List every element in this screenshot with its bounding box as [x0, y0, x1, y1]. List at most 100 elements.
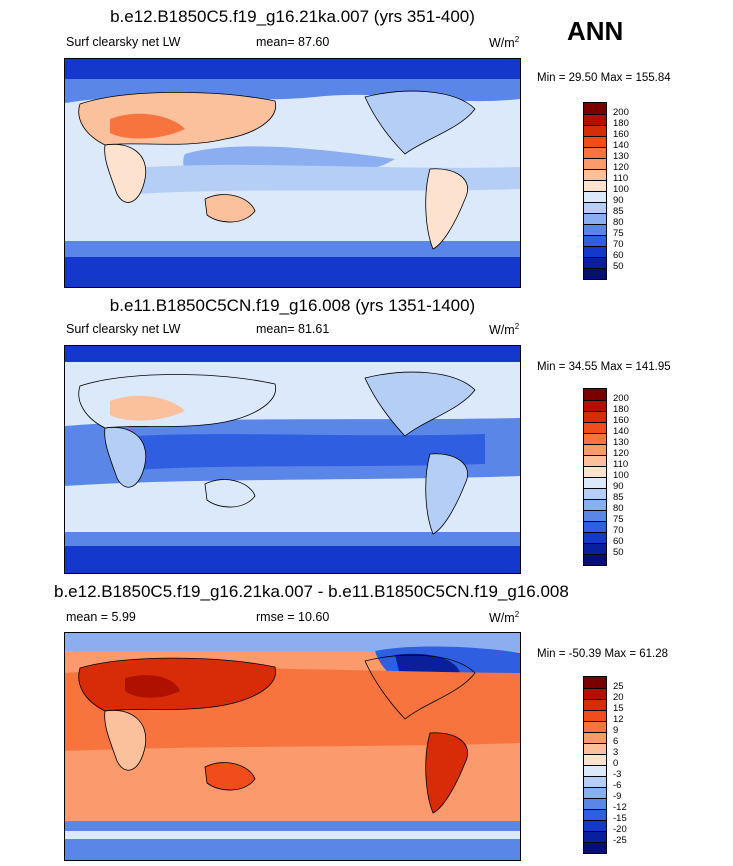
p2-sahara-warm: [110, 395, 185, 421]
p2-north-america-land: [365, 372, 475, 436]
colorbar-tick-label: 130: [613, 151, 629, 162]
colorbar-tick-label: 180: [613, 404, 629, 415]
colorbar-tick-label: 70: [613, 239, 624, 250]
colorbar-swatch: [584, 103, 606, 114]
colorbar-tick-label: 160: [613, 129, 629, 140]
colorbar-swatch: [584, 433, 606, 444]
colorbar-swatch: [584, 521, 606, 532]
colorbar-tick-label: 100: [613, 184, 629, 195]
colorbar-swatch: [584, 677, 606, 688]
colorbar-swatch: [584, 776, 606, 787]
panel-1-units-base: W/m: [489, 36, 515, 51]
colorbar-swatch: [584, 147, 606, 158]
colorbar-swatch: [584, 169, 606, 180]
colorbar-swatch: [584, 831, 606, 842]
colorbar-swatch: [584, 510, 606, 521]
panel-2-title: b.e11.B1850C5CN.f19_g16.008 (yrs 1351-14…: [109, 296, 476, 315]
colorbar-tick-label: -9: [613, 791, 622, 802]
p2-coastlines: [78, 371, 476, 535]
p1-south-polar-band: [65, 255, 520, 287]
colorbar-swatch: [584, 191, 606, 202]
p3-australia-land: [205, 762, 255, 791]
p2-south-ocean-band: [65, 532, 520, 546]
p1-north-polar-band: [65, 59, 520, 79]
panel-1-map-svg: [65, 59, 520, 287]
colorbar-tick-label: 75: [613, 228, 624, 239]
colorbar-swatch: [584, 246, 606, 257]
p3-south-america-land: [425, 732, 468, 813]
p2-tropical-core: [135, 434, 485, 470]
colorbar-tick-label: 25: [613, 681, 624, 692]
colorbar-swatch: [584, 688, 606, 699]
colorbar-swatch: [584, 125, 606, 136]
panel-3-units: W/m2: [489, 610, 519, 625]
colorbar-swatch: [584, 798, 606, 809]
panel-3-units-exp: 2: [514, 610, 520, 619]
panel-1-title: b.e12.B1850C5.f19_g16.21ka.007 (yrs 351-…: [110, 7, 475, 26]
colorbar-swatch: [584, 180, 606, 191]
colorbar-swatch: [584, 455, 606, 466]
colorbar-tick-label: 85: [613, 492, 624, 503]
colorbar-swatch: [584, 710, 606, 721]
panel-2-variable: Surf clearsky net LW: [66, 322, 181, 336]
colorbar-swatch: [584, 158, 606, 169]
p3-south-polar-band: [65, 821, 520, 860]
colorbar-tick-label: -3: [613, 769, 622, 780]
colorbar-swatch: [584, 202, 606, 213]
colorbar-swatch: [584, 488, 606, 499]
panel-2-units: W/m2: [489, 322, 519, 337]
colorbar-swatch: [584, 400, 606, 411]
panel-1-colorbar: [583, 102, 607, 280]
p3-africa-land: [104, 710, 146, 771]
p3-eurasia-land: [78, 658, 276, 711]
colorbar-tick-label: 50: [613, 547, 624, 558]
colorbar-swatch: [584, 765, 606, 776]
colorbar-tick-label: 120: [613, 162, 629, 173]
colorbar-swatch: [584, 268, 606, 279]
colorbar-swatch: [584, 543, 606, 554]
p1-coastlines: [78, 90, 476, 250]
colorbar-tick-label: 15: [613, 703, 624, 714]
panel-2-minmax: Min = 34.55 Max = 141.95: [537, 361, 671, 373]
colorbar-tick-label: -6: [613, 780, 622, 791]
p1-australia-land: [205, 194, 255, 223]
panel-3-units-base: W/m: [489, 611, 515, 626]
p2-south-america-land: [425, 453, 468, 534]
colorbar-tick-label: 200: [613, 393, 629, 404]
colorbar-tick-label: 120: [613, 448, 629, 459]
colorbar-swatch: [584, 411, 606, 422]
colorbar-tick-label: 90: [613, 481, 624, 492]
panel-2-map: [64, 345, 521, 574]
colorbar-swatch: [584, 389, 606, 400]
p3-tibet-hot: [125, 675, 180, 698]
colorbar-tick-label: 200: [613, 107, 629, 118]
colorbar-tick-label: 110: [613, 173, 629, 184]
panel-1-mean: mean= 87.60: [256, 35, 330, 49]
colorbar-tick-label: 60: [613, 250, 624, 261]
colorbar-tick-label: 50: [613, 261, 624, 272]
p1-sahara-hot: [110, 113, 185, 139]
colorbar-swatch: [584, 114, 606, 125]
colorbar-tick-label: 12: [613, 714, 624, 725]
p3-coastlines: [78, 654, 476, 814]
colorbar-tick-label: 70: [613, 525, 624, 536]
colorbar-tick-label: -12: [613, 802, 627, 813]
colorbar-swatch: [584, 499, 606, 510]
colorbar-swatch: [584, 235, 606, 246]
panel-3-rmse: rmse = 10.60: [256, 610, 330, 624]
panel-3-map-svg: [65, 633, 520, 860]
colorbar-tick-label: 85: [613, 206, 624, 217]
panel-3-title: b.e12.B1850C5.f19_g16.21ka.007 - b.e11.B…: [54, 582, 569, 601]
colorbar-swatch: [584, 477, 606, 488]
colorbar-swatch: [584, 224, 606, 235]
p1-south-america-land: [425, 168, 468, 249]
colorbar-tick-label: 6: [613, 736, 619, 747]
panel-1-units: W/m2: [489, 35, 519, 50]
colorbar-tick-label: 140: [613, 426, 629, 437]
colorbar-tick-label: 75: [613, 514, 624, 525]
colorbar-swatch: [584, 732, 606, 743]
panel-3-colorbar: [583, 676, 607, 854]
colorbar-tick-label: 140: [613, 140, 629, 151]
colorbar-tick-label: 180: [613, 118, 629, 129]
colorbar-swatch: [584, 422, 606, 433]
